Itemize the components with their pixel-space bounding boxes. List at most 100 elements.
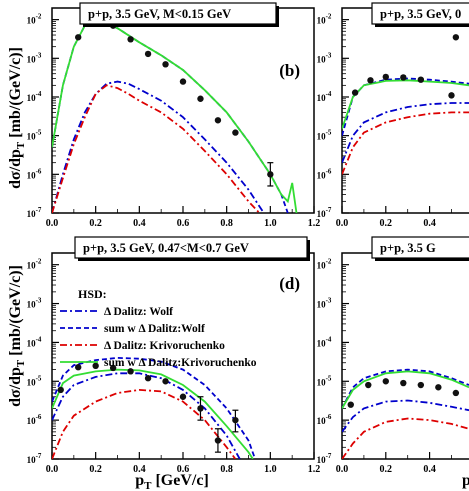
data-point <box>452 389 460 397</box>
panel-label: (d) <box>279 274 300 293</box>
data-point <box>232 129 239 136</box>
data-point <box>365 381 372 389</box>
y-tick-label: 10-2 <box>317 13 332 26</box>
series-line-3 <box>52 388 237 459</box>
data-point <box>75 34 82 41</box>
data-points <box>351 34 460 99</box>
data-point <box>214 437 222 444</box>
series-line-3 <box>342 417 469 459</box>
data-point <box>382 73 389 81</box>
series-line-4 <box>342 370 469 409</box>
title-box <box>79 2 277 25</box>
data-point <box>452 34 460 41</box>
data-point <box>162 378 169 385</box>
panel-title: p+p, 3.5 GeV, 0 <box>380 7 461 21</box>
data-point <box>267 171 274 178</box>
series-group <box>52 356 256 459</box>
data-point <box>448 92 455 99</box>
data-points <box>57 362 239 453</box>
panel-label: (b) <box>279 61 300 80</box>
x-tick-label: 0.4 <box>423 218 436 229</box>
y-tick-label: 10-5 <box>317 129 332 142</box>
data-points <box>347 378 460 408</box>
y-tick-label: 10-4 <box>27 90 42 103</box>
data-point <box>127 368 134 375</box>
series-group <box>52 17 298 213</box>
x-tick-label: 0.4 <box>133 464 146 475</box>
series-line-2 <box>52 17 289 213</box>
y-tick-label: 10-7 <box>317 206 332 219</box>
y-tick-label: 10-3 <box>27 297 42 310</box>
series-line-4 <box>52 368 254 459</box>
panel-title: p+p, 3.5 G <box>380 241 436 255</box>
data-point <box>162 61 169 68</box>
title-box <box>371 236 469 259</box>
plot-frame <box>341 7 469 214</box>
x-tick-label: 0.0 <box>336 464 349 475</box>
data-point <box>214 117 222 124</box>
data-point <box>144 375 152 382</box>
plot-frame <box>341 252 469 460</box>
series-line-1 <box>52 372 241 459</box>
y-tick-label: 10-7 <box>27 206 42 219</box>
series-line-2 <box>52 356 256 459</box>
data-point <box>75 364 82 371</box>
panel-c: 10-7 10-6 10-5 10-4 10-3 10-2 0.0 0.2 0.4 p+p, 3.… <box>317 2 469 229</box>
legend-header: HSD: <box>78 287 107 301</box>
legend-label: sum w Δ Dalitz:Wolf <box>104 323 205 335</box>
legend-label: Δ Dalitz: Wolf <box>104 306 173 318</box>
x-tick-label: 0.6 <box>177 218 190 229</box>
series-line-2 <box>342 368 469 409</box>
y-tick-label: 10-5 <box>27 374 42 387</box>
data-point <box>435 384 442 391</box>
y-tick-label: 10-4 <box>317 90 332 103</box>
y-tick-label: 10-5 <box>317 374 332 387</box>
y-tick-label: 10-7 <box>317 452 332 465</box>
title-box <box>74 236 308 259</box>
y-tick-label: 10-6 <box>317 167 332 180</box>
title-box <box>371 2 469 25</box>
plot-frame <box>51 252 315 460</box>
panel-title: p+p, 3.5 GeV, 0.47<M<0.7 GeV <box>83 241 249 255</box>
data-point <box>367 77 374 84</box>
x-tick-label: 0.8 <box>220 218 233 229</box>
x-tick-label: 1.2 <box>308 218 321 229</box>
x-axis-label: pT [GeV/c] <box>135 472 209 491</box>
panel-e: 10-7 10-6 10-5 10-4 10-3 10-2 0.0 0.2 0.4 p+p, 3.… <box>317 236 469 475</box>
x-tick-label: 0.6 <box>177 464 190 475</box>
x-tick-label: 1.2 <box>308 464 321 475</box>
data-point <box>382 378 389 385</box>
data-point <box>417 76 425 83</box>
data-point <box>109 364 117 372</box>
legend: HSD: Δ Dalitz: Wolf sum w Δ Dalitz:Wolf Δ D… <box>60 287 257 369</box>
data-point <box>351 89 359 96</box>
x-tick-label: 0.2 <box>89 218 102 229</box>
legend-label: sum w Δ Dalitz:Krivoruchenko <box>104 357 257 369</box>
y-tick-label: 10-6 <box>27 413 42 426</box>
data-point <box>57 386 64 394</box>
panel-b: 10-7 10-6 10-5 10-4 10-3 10-2 0.0 0.2 0.4 0.6 0.8 1… <box>27 2 321 229</box>
x-tick-label: 0.0 <box>46 464 59 475</box>
data-point <box>400 74 407 81</box>
data-point <box>232 416 239 424</box>
data-point <box>400 379 407 387</box>
y-axis-label-top: dσ/dpT [mb/(GeV/c)] <box>7 47 27 189</box>
series-line-3 <box>52 84 261 213</box>
y-tick-label: 10-7 <box>27 452 42 465</box>
x-tick-label: 0.8 <box>220 464 233 475</box>
series-line-3 <box>342 111 469 175</box>
data-point <box>92 362 99 370</box>
y-tick-label: 10-5 <box>27 129 42 142</box>
y-tick-label: 10-6 <box>27 167 42 180</box>
x-tick-label: 0.2 <box>89 464 102 475</box>
data-point <box>197 405 204 412</box>
panel-d: 10-7 10-6 10-5 10-4 10-3 10-2 0.0 0.2 0.4 0.6 0.8 1… <box>27 236 321 475</box>
data-point <box>179 78 187 85</box>
x-tick-label: 0.2 <box>380 464 393 475</box>
series-line-1 <box>52 80 265 213</box>
x-tick-label: 0.4 <box>423 464 436 475</box>
y-tick-label: 10-3 <box>317 51 332 64</box>
data-point <box>197 95 204 102</box>
x-axis-label-right-fragment: p <box>462 472 469 489</box>
